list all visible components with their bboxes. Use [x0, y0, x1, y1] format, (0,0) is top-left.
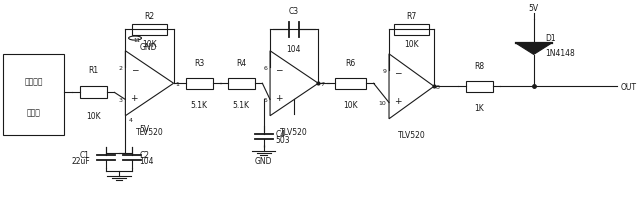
Text: 10K: 10K — [343, 100, 358, 109]
Text: 5.1K: 5.1K — [191, 100, 208, 109]
Text: 9: 9 — [383, 68, 386, 73]
Text: R3: R3 — [194, 58, 204, 67]
Text: −: − — [275, 65, 283, 74]
Text: 1: 1 — [176, 81, 179, 86]
Text: 5V: 5V — [529, 4, 539, 13]
Text: 闭环电流: 闭环电流 — [24, 77, 43, 86]
Text: 3: 3 — [119, 98, 123, 102]
Text: R2: R2 — [145, 12, 154, 21]
Text: C4: C4 — [275, 130, 285, 139]
Text: 104: 104 — [287, 44, 301, 53]
Text: 1K: 1K — [474, 103, 484, 112]
Text: −: − — [131, 65, 138, 74]
Text: TLV520: TLV520 — [397, 130, 426, 139]
Text: GND: GND — [140, 42, 157, 51]
Bar — [394, 25, 430, 36]
Text: D1: D1 — [545, 34, 556, 43]
Text: C2: C2 — [140, 150, 150, 159]
Text: R8: R8 — [474, 61, 484, 70]
Text: TLV520: TLV520 — [136, 127, 163, 136]
Bar — [466, 81, 493, 93]
Text: 104: 104 — [140, 156, 154, 165]
Text: R6: R6 — [345, 58, 356, 67]
Text: −: − — [394, 68, 402, 77]
Polygon shape — [516, 44, 552, 55]
Text: 10K: 10K — [86, 111, 100, 120]
Bar — [3, 55, 64, 135]
Text: 7: 7 — [320, 81, 324, 86]
Text: 5: 5 — [264, 98, 267, 102]
Text: C3: C3 — [289, 7, 299, 16]
Text: 11: 11 — [133, 38, 140, 43]
Text: 2: 2 — [119, 65, 123, 70]
Bar — [132, 25, 167, 36]
Text: 传感器: 传感器 — [27, 108, 41, 117]
Text: +: + — [275, 94, 283, 102]
Text: 10: 10 — [379, 101, 386, 105]
Text: R1: R1 — [88, 66, 98, 75]
Text: +: + — [131, 94, 138, 102]
Text: 10K: 10K — [142, 40, 157, 49]
Text: 6: 6 — [264, 65, 267, 70]
Text: 8: 8 — [436, 84, 440, 89]
Text: R4: R4 — [236, 58, 246, 67]
Text: R7: R7 — [406, 12, 417, 21]
Bar — [228, 78, 255, 89]
Text: 22uF: 22uF — [71, 156, 90, 165]
Text: 5.1K: 5.1K — [233, 100, 249, 109]
Text: 5V: 5V — [140, 124, 150, 133]
Text: TLV520: TLV520 — [280, 127, 308, 136]
Bar — [80, 87, 107, 99]
Bar — [186, 78, 213, 89]
Text: 503: 503 — [275, 135, 290, 144]
Text: +: + — [394, 97, 402, 105]
Bar — [335, 78, 366, 89]
Text: OUT: OUT — [620, 82, 637, 91]
Text: 1N4148: 1N4148 — [545, 49, 575, 58]
Text: GND: GND — [255, 156, 273, 165]
Text: C1: C1 — [80, 150, 90, 159]
Text: 10K: 10K — [404, 40, 419, 49]
Text: 4: 4 — [129, 117, 132, 122]
